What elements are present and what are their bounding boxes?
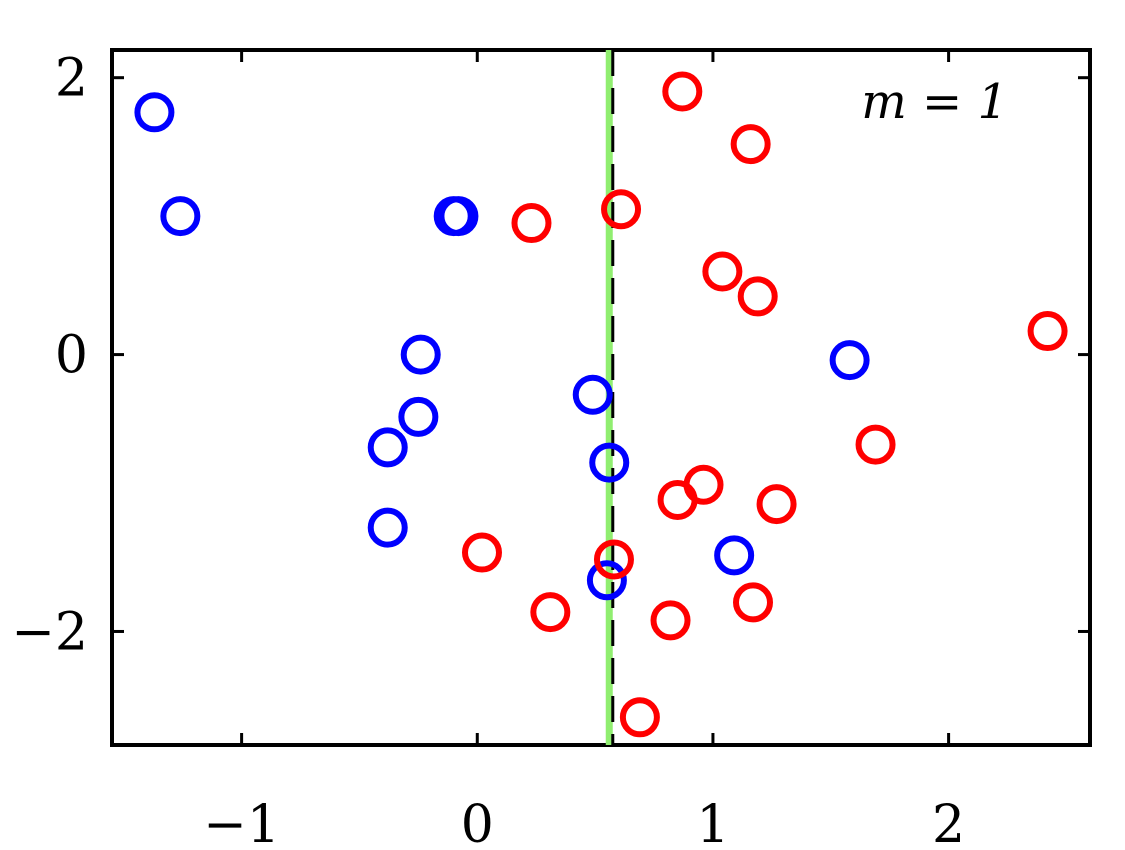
tick-labels: −1 0 1 2 −2 0 2 — [11, 49, 965, 850]
data-point — [730, 124, 771, 165]
data-point — [737, 276, 778, 317]
x-tick-label: 0 — [461, 795, 494, 850]
data-point — [714, 535, 755, 576]
y-tick-label: 0 — [55, 326, 88, 386]
data-point — [160, 196, 201, 237]
annotation-m: m = 1 — [861, 74, 1008, 130]
plot-area — [110, 48, 1092, 747]
data-point — [367, 427, 408, 468]
data-point — [398, 396, 439, 437]
data-point — [593, 539, 634, 580]
data-point — [733, 582, 774, 623]
data-point — [367, 507, 408, 548]
data-point — [619, 697, 660, 738]
data-points — [134, 71, 1068, 738]
data-point — [657, 479, 698, 520]
x-tick-label: 1 — [696, 795, 729, 850]
data-point — [530, 592, 571, 633]
data-point — [829, 340, 870, 381]
data-point — [662, 71, 703, 112]
data-point — [855, 424, 896, 465]
data-point — [400, 334, 441, 375]
data-point — [134, 92, 175, 133]
data-point — [438, 196, 479, 237]
data-point — [586, 560, 627, 601]
data-point — [702, 251, 743, 292]
data-point — [461, 532, 502, 573]
data-point — [601, 189, 642, 230]
y-tick-label: −2 — [11, 602, 88, 662]
x-tick-label: 2 — [932, 795, 965, 850]
data-point — [589, 442, 630, 483]
axis-ticks — [112, 50, 1090, 745]
data-point — [511, 203, 552, 244]
data-point — [650, 600, 691, 641]
y-tick-label: 2 — [55, 49, 88, 109]
x-tick-label: −1 — [203, 795, 280, 850]
data-point — [572, 374, 613, 415]
data-point — [1027, 311, 1068, 352]
data-point — [756, 484, 797, 525]
